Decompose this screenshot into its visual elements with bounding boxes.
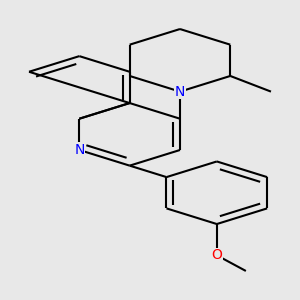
Text: N: N: [175, 85, 185, 99]
Text: O: O: [212, 248, 222, 262]
Text: N: N: [74, 143, 85, 157]
